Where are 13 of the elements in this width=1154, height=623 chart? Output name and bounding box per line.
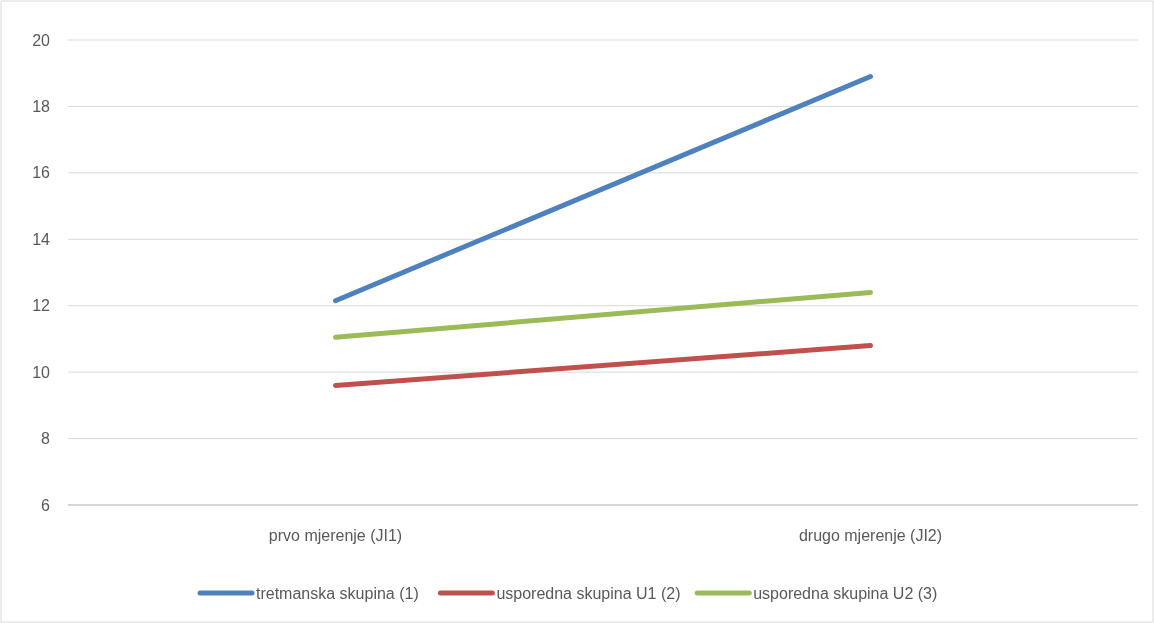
y-tick-label: 10 [32,363,51,381]
legend-label: usporedna skupina U1 (2) [496,584,681,602]
y-tick-label: 6 [41,496,51,514]
y-tick-label: 14 [32,230,51,248]
y-tick-label: 16 [32,164,51,182]
y-tick-label: 20 [32,31,51,49]
x-tick-label: drugo mjerenje (JI2) [798,527,943,544]
y-tick-label: 12 [32,297,51,315]
y-tick-label: 18 [32,98,51,116]
legend-label: usporedna skupina U2 (3) [753,584,938,602]
legend-label: tretmanska skupina (1) [256,584,419,602]
x-tick-label: prvo mjerenje (JI1) [268,527,403,544]
y-tick-label: 8 [41,430,51,448]
